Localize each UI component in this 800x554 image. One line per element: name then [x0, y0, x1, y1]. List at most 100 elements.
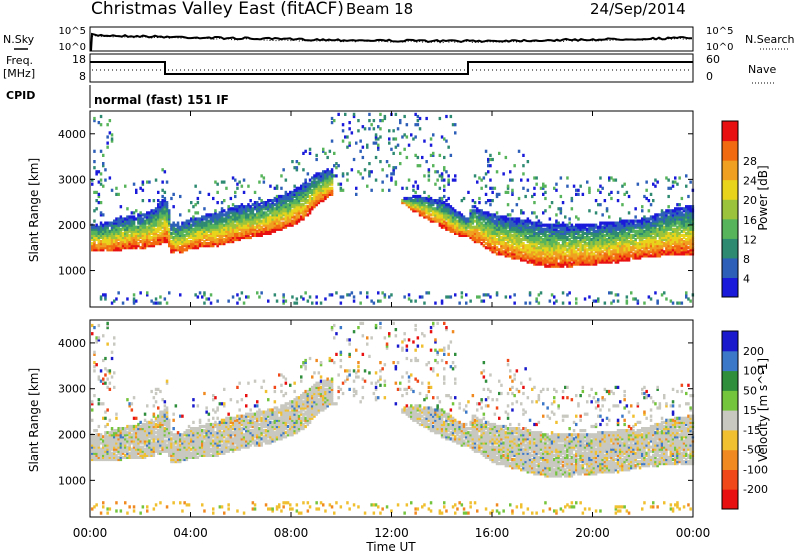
- echo-cell: [520, 229, 523, 233]
- echo-cell: [601, 260, 604, 264]
- echo-cell: [95, 246, 98, 250]
- echo-cell: [300, 295, 303, 299]
- velocity-heatmap-data: [91, 321, 695, 515]
- echo-cell: [289, 201, 292, 205]
- echo-cell: [462, 233, 466, 237]
- echo-cell: [482, 240, 486, 244]
- echo-cell: [566, 258, 569, 262]
- echo-cell: [429, 219, 433, 223]
- echo-cell: [535, 262, 538, 266]
- echo-cell: [454, 221, 457, 225]
- echo-cell: [165, 225, 169, 229]
- echo-cell: [256, 291, 259, 295]
- echo-cell: [381, 291, 384, 295]
- echo-cell: [676, 231, 679, 235]
- echo-cell: [104, 293, 107, 297]
- echo-cell: [234, 209, 237, 213]
- echo-cell: [161, 180, 164, 184]
- echo-cell: [104, 424, 107, 429]
- echo-cell: [157, 235, 160, 240]
- echo-cell: [517, 231, 521, 235]
- echo-cell: [451, 217, 455, 221]
- echo-cell: [502, 217, 505, 221]
- echo-cell: [465, 219, 468, 223]
- echo-cell: [214, 235, 217, 240]
- echo-cell: [487, 246, 490, 250]
- echo-cell: [561, 221, 565, 225]
- echo-cell: [669, 244, 673, 248]
- echo-cell: [154, 242, 158, 246]
- echo-cell: [513, 240, 516, 244]
- echo-cell: [594, 235, 598, 240]
- echo-cell: [275, 211, 279, 215]
- echo-cell: [110, 237, 114, 242]
- echo-cell: [227, 217, 230, 221]
- echo-cell: [623, 223, 626, 227]
- echo-cell: [308, 196, 312, 201]
- echo-cell: [150, 209, 153, 213]
- echo-cell: [209, 301, 213, 305]
- echo-cell: [445, 170, 448, 174]
- echo-cell: [306, 194, 310, 199]
- noise-tick-left-bottom: 10^0: [59, 42, 86, 53]
- echo-cell: [627, 194, 631, 199]
- echo-cell: [229, 231, 233, 235]
- echo-cell: [427, 291, 431, 295]
- echo-cell: [603, 229, 607, 233]
- cpid-value: normal (fast) 151 IF: [94, 93, 229, 107]
- echo-cell: [511, 221, 514, 225]
- echo-cell: [381, 180, 384, 184]
- echo-cell: [335, 291, 338, 295]
- echo-cell: [297, 215, 301, 219]
- echo-cell: [278, 221, 281, 225]
- echo-cell: [146, 237, 149, 242]
- echo-cell: [491, 250, 494, 254]
- echo-cell: [460, 199, 464, 203]
- echo-cell: [212, 231, 215, 235]
- echo-cell: [108, 229, 112, 233]
- echo-cell: [550, 225, 554, 229]
- echo-cell: [91, 231, 94, 235]
- echo-cell: [271, 215, 274, 219]
- echo-cell: [616, 237, 620, 242]
- echo-cell: [531, 227, 534, 231]
- echo-cell: [104, 441, 107, 445]
- echo-cell: [636, 299, 640, 303]
- echo-cell: [638, 221, 642, 225]
- echo-cell: [421, 207, 424, 211]
- echo-cell: [313, 205, 316, 209]
- echo-cell: [511, 209, 514, 213]
- echo-cell: [99, 211, 103, 215]
- echo-cell: [315, 184, 318, 188]
- echo-cell: [579, 258, 582, 262]
- echo-cell: [434, 219, 437, 223]
- echo-cell: [308, 147, 312, 151]
- echo-cell: [660, 293, 664, 297]
- echo-cell: [482, 223, 486, 227]
- echo-cell: [546, 223, 549, 227]
- echo-cell: [130, 246, 134, 250]
- echo-cell: [517, 217, 521, 221]
- echo-cell: [473, 215, 477, 219]
- echo-cell: [326, 170, 329, 174]
- echo-cell: [106, 408, 109, 412]
- echo-cell: [117, 223, 120, 227]
- echo-cell: [104, 449, 107, 453]
- echo-cell: [324, 180, 327, 184]
- echo-cell: [610, 233, 613, 237]
- echo-cell: [482, 299, 486, 303]
- echo-cell: [526, 188, 530, 192]
- echo-cell: [212, 213, 215, 217]
- echo-cell: [443, 203, 446, 207]
- echo-cell: [225, 221, 228, 225]
- echo-cell: [509, 221, 512, 225]
- echo-cell: [150, 235, 153, 240]
- echo-cell: [95, 172, 98, 176]
- echo-cell: [511, 217, 514, 221]
- echo-cell: [498, 223, 501, 227]
- echo-cell: [185, 219, 189, 223]
- echo-cell: [581, 225, 585, 229]
- echo-cell: [526, 250, 530, 254]
- echo-cell: [678, 209, 681, 213]
- echo-cell: [102, 225, 105, 229]
